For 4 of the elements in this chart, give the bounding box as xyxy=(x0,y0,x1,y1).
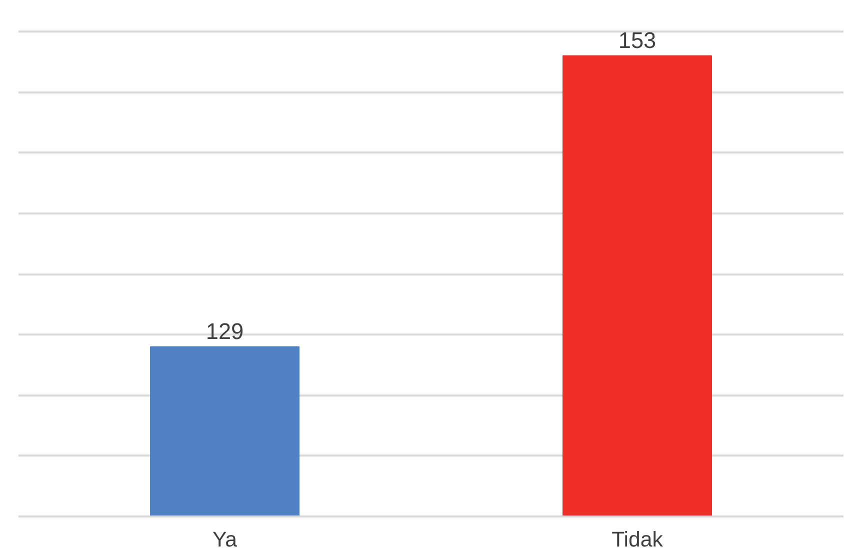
data-label: 129 xyxy=(206,318,244,344)
x-tick-label: Tidak xyxy=(612,528,664,552)
data-label: 153 xyxy=(618,26,656,53)
x-tick-label: Ya xyxy=(212,528,238,552)
